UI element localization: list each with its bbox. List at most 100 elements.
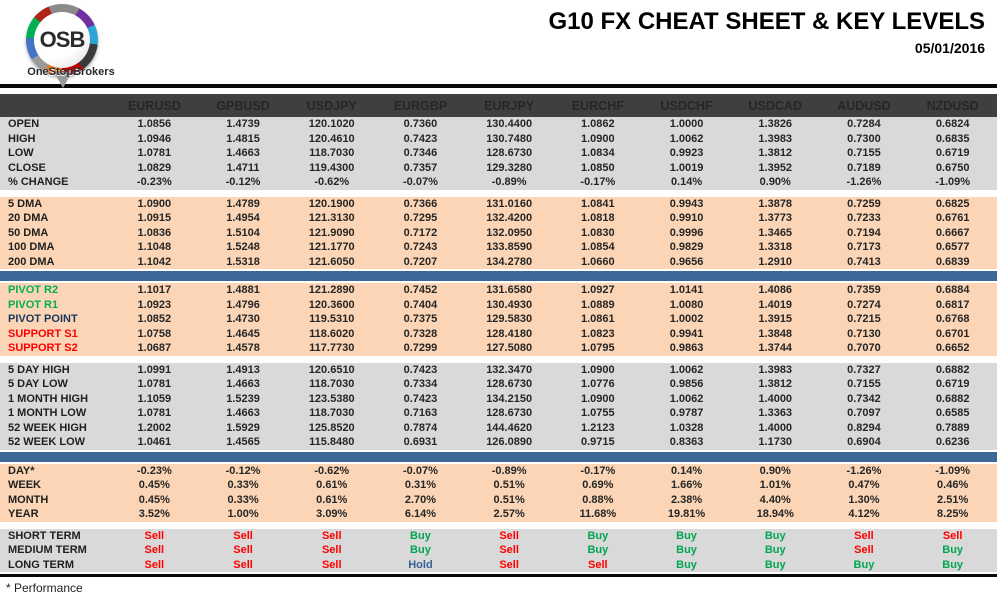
value-cell: 0.90% xyxy=(759,464,791,477)
value-cell: 1.3773 xyxy=(758,212,793,225)
value-cell: 0.61% xyxy=(316,479,348,492)
row-label: 20 DMA xyxy=(8,212,49,225)
value-cell: 0.7334 xyxy=(403,378,438,391)
value-cell: 120.6510 xyxy=(308,363,355,376)
row-label: OPEN xyxy=(8,118,40,131)
section-gap xyxy=(0,355,997,363)
value-cell: 1.0850 xyxy=(581,161,615,174)
value-cell: 1.01% xyxy=(759,479,791,492)
signal-cell: Buy xyxy=(676,529,697,542)
value-cell: 0.9787 xyxy=(669,407,704,420)
value-cell: 0.6701 xyxy=(935,327,970,340)
fx-table: EURUSD GPBUSD USDJPY EURGBP EURJPY EURCHF USDC… xyxy=(0,94,997,572)
value-cell: 130.4400 xyxy=(486,118,533,131)
value-cell: 1.0889 xyxy=(581,298,615,311)
value-cell: 1.1059 xyxy=(137,392,172,405)
signal-cell: Buy xyxy=(853,558,875,571)
table-row: SUPPORT S2 1.0687 1.4578 117.7730 0.7299 127.… xyxy=(0,341,997,356)
signal-cell: Buy xyxy=(764,544,786,557)
value-cell: 118.7030 xyxy=(309,407,355,420)
table-row: 52 WEEK LOW 1.0461 1.4565 115.8480 0.6931 126… xyxy=(0,435,997,450)
value-cell: 0.7300 xyxy=(847,132,881,145)
value-cell: 1.0781 xyxy=(137,407,172,420)
value-cell: 0.6768 xyxy=(935,313,970,326)
value-cell: 1.4954 xyxy=(226,212,260,225)
value-cell: 118.7030 xyxy=(309,378,355,391)
value-cell: 1.3983 xyxy=(758,363,793,376)
table-row: CLOSE 1.0829 1.4711 119.4300 0.7357 129.3280 1… xyxy=(0,160,997,175)
value-cell: -0.23% xyxy=(136,464,172,477)
value-cell: 0.7155 xyxy=(847,378,881,391)
value-cell: 1.4086 xyxy=(758,284,793,297)
value-cell: 1.66% xyxy=(670,479,703,492)
table-row: LONG TERM Sell Sell Sell Hold Sell Sell Buy Buy B… xyxy=(0,557,997,572)
table-row: 52 WEEK HIGH 1.2002 1.5929 125.8520 0.7874 14… xyxy=(0,420,997,435)
value-cell: 1.1017 xyxy=(137,284,172,297)
page-title: G10 FX CHEAT SHEET & KEY LEVELS xyxy=(548,8,985,35)
row-label: % CHANGE xyxy=(8,176,69,189)
value-cell: 1.0836 xyxy=(137,226,172,239)
value-cell: 131.0160 xyxy=(486,197,533,210)
value-cell: 1.0461 xyxy=(137,436,172,449)
value-cell: 0.9923 xyxy=(669,147,704,160)
value-cell: 0.7366 xyxy=(403,197,438,210)
value-cell: 1.2910 xyxy=(758,255,793,268)
value-cell: -0.62% xyxy=(314,464,350,477)
value-cell: 0.7259 xyxy=(847,197,881,210)
value-cell: 2.70% xyxy=(404,493,437,506)
signal-cell: Sell xyxy=(321,529,342,542)
value-cell: 0.7130 xyxy=(847,327,881,340)
value-cell: 1.3826 xyxy=(758,118,793,131)
value-cell: 1.3812 xyxy=(758,378,793,391)
value-cell: 0.6824 xyxy=(935,118,970,131)
value-cell: 1.0080 xyxy=(669,298,704,311)
table-row: LOW 1.0781 1.4663 118.7030 0.7346 128.6730 1.0… xyxy=(0,146,997,161)
row-label: HIGH xyxy=(8,132,36,145)
column-header: AUDUSD xyxy=(837,98,891,113)
signal-cell: Sell xyxy=(499,544,519,557)
value-cell: 4.40% xyxy=(759,493,791,506)
value-cell: 0.7375 xyxy=(403,313,438,326)
value-cell: 1.3318 xyxy=(758,241,793,254)
value-cell: 0.9829 xyxy=(669,241,704,254)
value-cell: 1.1048 xyxy=(137,241,172,254)
value-cell: -1.26% xyxy=(846,176,882,189)
value-cell: 1.0834 xyxy=(581,147,615,160)
value-cell: 120.1020 xyxy=(308,118,355,131)
row-label: DAY* xyxy=(8,464,35,477)
value-cell: 1.0781 xyxy=(137,378,172,391)
value-cell: -0.12% xyxy=(225,464,261,477)
value-cell: 1.5929 xyxy=(226,421,260,434)
column-header: EURGBP xyxy=(393,98,448,113)
value-cell: 1.0900 xyxy=(581,392,615,405)
row-label: 1 MONTH HIGH xyxy=(8,392,89,405)
value-cell: 1.0781 xyxy=(137,147,172,160)
row-label: SUPPORT S2 xyxy=(8,342,78,355)
value-cell: 119.4300 xyxy=(309,161,355,174)
value-cell: 1.0946 xyxy=(137,132,172,145)
signal-cell: Sell xyxy=(144,558,165,571)
value-cell: 18.94% xyxy=(756,508,794,521)
value-cell: 0.9656 xyxy=(669,255,704,268)
value-cell: 1.4645 xyxy=(226,327,260,340)
value-cell: 0.51% xyxy=(493,479,525,492)
value-cell: 1.0758 xyxy=(137,327,172,340)
value-cell: 19.81% xyxy=(667,508,706,521)
value-cell: 4.12% xyxy=(848,508,880,521)
value-cell: 1.0062 xyxy=(669,363,704,376)
table-row: 5 DAY LOW 1.0781 1.4663 118.7030 0.7334 128.6… xyxy=(0,377,997,392)
value-cell: 0.7207 xyxy=(403,255,438,268)
logo-pin-tail xyxy=(54,72,72,88)
table-row: MEDIUM TERM Sell Sell Sell Buy Sell Buy Buy Buy S… xyxy=(0,543,997,558)
column-header: GPBUSD xyxy=(216,98,270,113)
value-cell: 120.4610 xyxy=(308,132,355,145)
value-cell: 0.45% xyxy=(138,493,170,506)
value-cell: 1.0841 xyxy=(581,197,615,210)
value-cell: 1.4739 xyxy=(226,118,260,131)
table-row: 100 DMA 1.1048 1.5248 121.1770 0.7243 133.859… xyxy=(0,240,997,255)
table-row: 20 DMA 1.0915 1.4954 121.3130 0.7295 132.4200… xyxy=(0,211,997,226)
value-cell: 1.0829 xyxy=(137,161,172,174)
value-cell: 121.3130 xyxy=(308,212,355,225)
value-cell: 0.88% xyxy=(582,493,614,506)
value-cell: 1.0019 xyxy=(669,161,704,174)
